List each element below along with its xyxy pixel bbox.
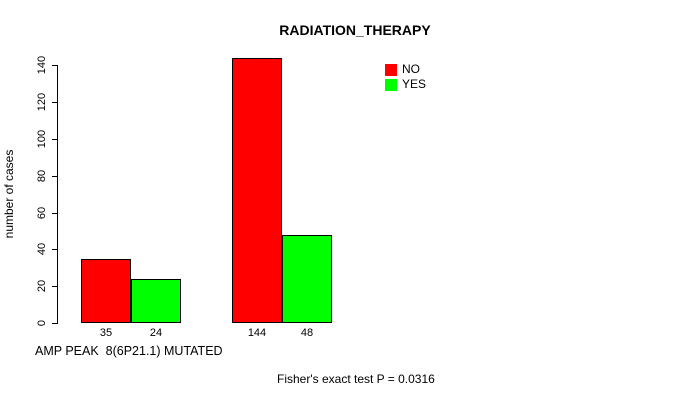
y-axis-tick xyxy=(52,286,57,288)
y-axis-tick xyxy=(52,139,57,140)
legend-label-yes: YES xyxy=(402,77,427,91)
y-axis-tick-label: 100 xyxy=(36,129,48,149)
x-axis-title: AMP PEAK 8(6P21.1) MUTATED xyxy=(35,344,223,358)
y-axis-tick-label: 20 xyxy=(36,280,48,293)
y-axis-tick xyxy=(52,102,57,104)
y-axis-tick-label: 0 xyxy=(36,319,48,327)
y-axis-tick-label: 80 xyxy=(36,169,48,182)
y-axis-tick-label: 140 xyxy=(36,56,48,75)
bar-value-label: 48 xyxy=(300,327,314,339)
legend-swatch-no xyxy=(385,63,397,76)
y-axis-tick xyxy=(52,65,57,67)
bar-value-label: 35 xyxy=(99,327,113,339)
annotation-fishers-test: Fisher's exact test P = 0.0316 xyxy=(277,372,435,386)
chart-title: RADIATION_THERAPY xyxy=(279,22,431,38)
y-axis-tick xyxy=(52,323,57,324)
legend: NO YES xyxy=(385,62,426,92)
y-axis-tick xyxy=(52,175,57,177)
y-axis-tick-label: 40 xyxy=(36,243,48,256)
bar-no-group2 xyxy=(232,58,282,323)
legend-swatch-yes xyxy=(385,78,397,91)
bar-yes-group1 xyxy=(131,278,181,323)
y-axis-tick xyxy=(52,212,57,214)
y-axis xyxy=(57,65,58,324)
y-axis-tick xyxy=(52,249,57,251)
legend-row-yes: YES xyxy=(385,77,426,92)
y-axis-title: number of cases xyxy=(2,149,16,239)
bar-no-group1 xyxy=(81,258,131,323)
y-axis-tick-label: 120 xyxy=(36,93,48,112)
y-axis-tick-label: 60 xyxy=(36,206,48,219)
legend-label-no: NO xyxy=(402,62,420,76)
bar-yes-group2 xyxy=(282,234,332,323)
bar-value-label: 24 xyxy=(149,327,163,339)
bar-value-label: 144 xyxy=(247,327,267,339)
legend-row-no: NO xyxy=(385,62,426,77)
